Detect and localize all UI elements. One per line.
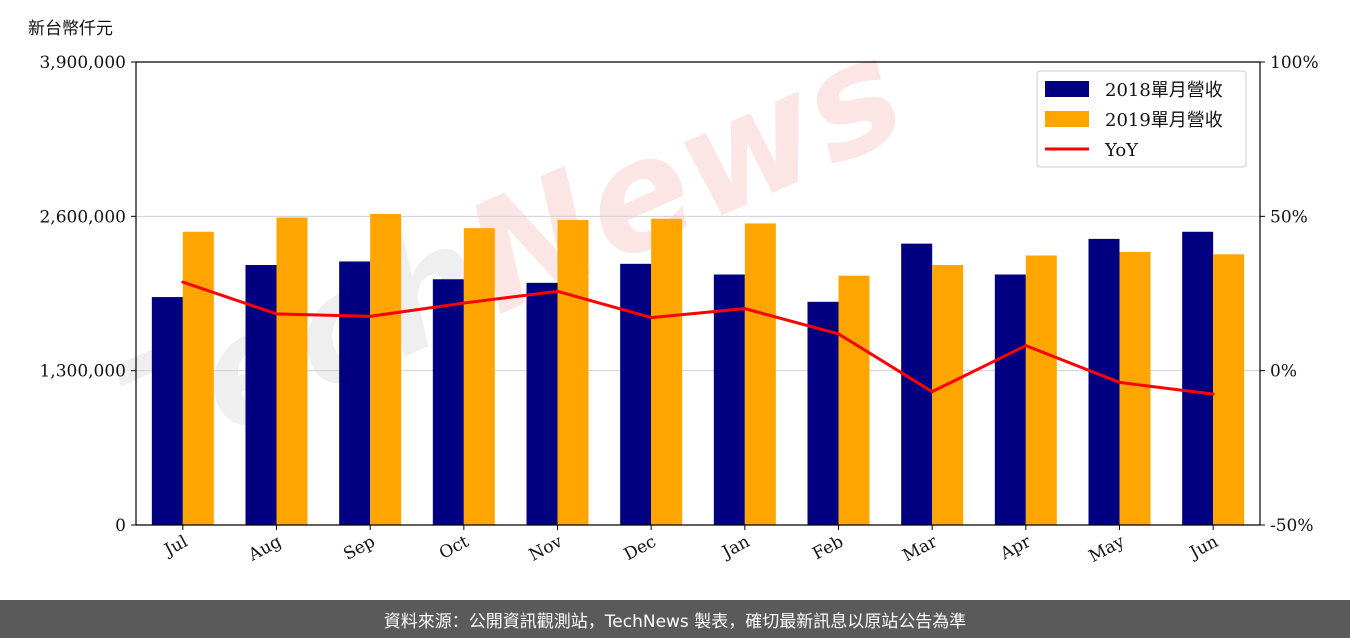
bar-2019-jul [182, 231, 214, 525]
bar-2018-mar [901, 243, 933, 525]
legend: 2018單月營收 2019單月營收 YoY [1036, 70, 1247, 168]
y-left-tick-label: 3,900,000 [39, 53, 126, 73]
bar-2018-nov [526, 282, 558, 525]
yoy-point-apr [1024, 344, 1028, 348]
bar-2018-feb [807, 301, 839, 525]
source-footer: 資料來源：公開資訊觀測站，TechNews 製表，確切最新訊息以原站公告為準 [0, 600, 1350, 638]
y-right-tick-label: 0% [1270, 362, 1297, 382]
yoy-point-nov [556, 289, 559, 293]
bar-2019-oct [463, 228, 495, 525]
bar-2019-dec [651, 218, 683, 525]
x-tick-label-jul: Jul [160, 532, 192, 561]
bar-2019-may [1119, 251, 1151, 525]
y-right-tick-label: 100% [1270, 53, 1319, 73]
legend-swatch-1 [1045, 111, 1089, 127]
x-tick-label-nov: Nov [526, 532, 566, 566]
bar-2018-jan [713, 274, 745, 525]
x-tick-label-jun: Jun [1185, 532, 1222, 564]
yoy-point-jan [743, 307, 747, 311]
legend-box [1036, 70, 1247, 168]
bar-2018-apr [994, 274, 1026, 525]
x-tick-label-apr: Apr [996, 531, 1035, 564]
x-tick-label-dec: Dec [621, 532, 660, 565]
x-tick-label-feb: Feb [809, 532, 847, 565]
bar-2019-apr [1025, 255, 1057, 525]
yoy-point-oct [462, 301, 466, 305]
bar-2018-dec [620, 263, 652, 525]
svg-text:TechNews: TechNews [94, 4, 928, 503]
yoy-point-dec [649, 316, 653, 320]
x-tick-label-oct: Oct [436, 532, 472, 564]
technews-watermark: TechNews [94, 4, 928, 503]
revenue-chart: TechNews 0 1,300,000 2,600,000 3,900,000 -50… [39, 4, 1319, 567]
yoy-line-group [181, 280, 1215, 396]
y-left-tick-label: 2,600,000 [39, 207, 126, 227]
yoy-point-aug [275, 312, 278, 316]
bar-2019-jan [744, 223, 776, 525]
y-right-tick-label: -50% [1270, 516, 1314, 536]
y-left-tick-label: 1,300,000 [39, 362, 126, 382]
y-right-tick-label: 50% [1270, 207, 1308, 227]
bars [151, 213, 1245, 526]
bar-2019-jun [1213, 254, 1245, 526]
yoy-point-sep [368, 314, 372, 318]
bar-2019-nov [557, 219, 589, 525]
legend-label-2: YoY [1104, 140, 1139, 161]
y-left-tick-label: 0 [115, 516, 126, 536]
x-tick-label-sep: Sep [340, 532, 378, 565]
bar-2018-jun [1182, 231, 1214, 525]
legend-swatch-0 [1045, 81, 1089, 97]
gridlines [136, 215, 1260, 372]
y-axis-unit-label: 新台幣仟元 [28, 19, 113, 39]
yoy-point-feb [837, 332, 840, 336]
yoy-line [182, 280, 1214, 396]
yoy-point-may [1118, 380, 1121, 384]
bar-2019-feb [838, 275, 870, 525]
yoy-point-jul [181, 280, 185, 284]
legend-label-1: 2019單月營收 [1105, 110, 1223, 131]
bar-2018-sep [339, 261, 371, 525]
bar-2018-jul [151, 297, 183, 525]
footer-text: 資料來源：公開資訊觀測站，TechNews 製表，確切最新訊息以原站公告為準 [383, 611, 967, 632]
x-tick-label-may: May [1086, 532, 1129, 567]
x-tick-label-mar: Mar [900, 531, 942, 566]
x-tick-label-aug: Aug [244, 532, 284, 566]
legend-label-0: 2018單月營收 [1105, 80, 1223, 101]
bar-2019-aug [276, 217, 308, 525]
yoy-point-mar [930, 390, 934, 394]
bar-2019-sep [370, 213, 402, 525]
x-tick-label-jan: Jan [717, 532, 753, 564]
bar-2019-mar [932, 265, 964, 525]
bar-2018-oct [432, 279, 464, 525]
yoy-point-jun [1211, 392, 1215, 396]
